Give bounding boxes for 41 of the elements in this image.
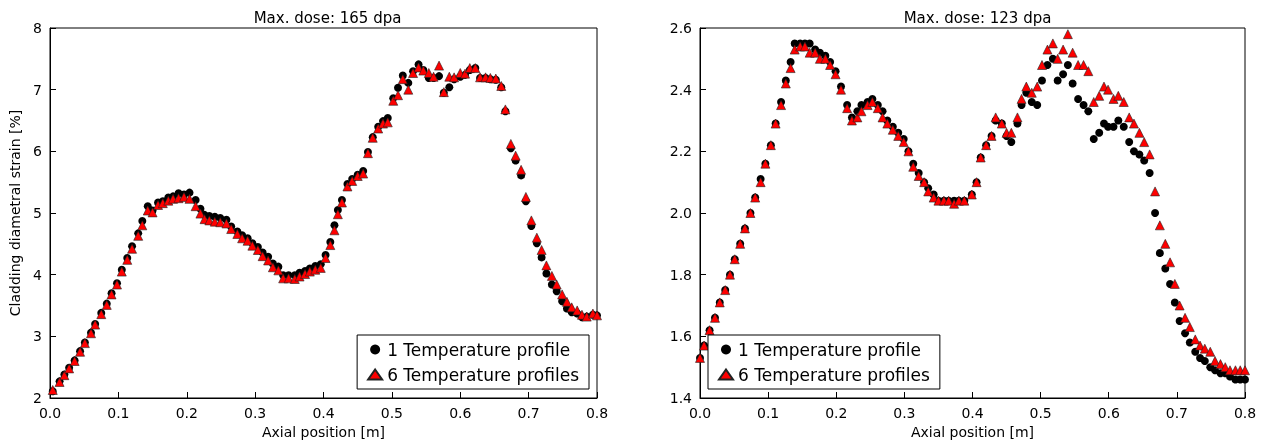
y-tick-label: 2.4 <box>669 81 693 98</box>
x-tick-label: 0.2 <box>825 405 848 421</box>
x-axis-title: Axial position [m] <box>910 423 1035 440</box>
y-tick-label: 7 <box>33 81 42 98</box>
x-tick-label: 0.4 <box>312 405 335 421</box>
y-tick-label: 2.0 <box>669 205 692 221</box>
legend-label: 6 Temperature profiles <box>738 364 931 385</box>
y-tick-label: 1.6 <box>669 328 693 345</box>
x-tick-label: 0.3 <box>243 405 267 421</box>
y-tick-label: 2.6 <box>669 20 693 36</box>
x-tick-label: 0.3 <box>893 405 916 421</box>
x-tick-label: 0.4 <box>961 405 984 421</box>
legend-label: 6 Temperature profiles <box>387 364 580 385</box>
x-tick-label: 0.1 <box>107 405 130 421</box>
chart-title: Max. dose: 165 dpa <box>253 8 402 27</box>
x-tick-label: 0.0 <box>38 405 62 421</box>
y-tick-label: 2 <box>33 390 42 406</box>
y-tick-label: 6 <box>33 143 43 160</box>
legend-label: 1 Temperature profile <box>387 339 571 360</box>
x-tick-label: 0.7 <box>1165 405 1189 421</box>
x-tick-label: 0.6 <box>1097 405 1120 421</box>
y-tick-label: 8 <box>33 20 42 36</box>
chart-title: Max. dose: 123 dpa <box>903 8 1052 27</box>
y-tick-label: 2.2 <box>669 143 692 160</box>
x-tick-label: 0.7 <box>517 405 540 421</box>
legend-label: 1 Temperature profile <box>738 339 922 360</box>
x-tick-label: 0.8 <box>1233 405 1257 421</box>
y-tick-label: 3 <box>33 328 42 345</box>
y-tick-label: 1.8 <box>669 266 692 283</box>
y-tick-label: 4 <box>33 266 43 283</box>
x-tick-label: 0.6 <box>449 405 472 421</box>
x-tick-label: 0.8 <box>585 405 609 421</box>
x-tick-label: 0.5 <box>1029 405 1052 421</box>
x-tick-label: 0.2 <box>175 405 198 421</box>
y-tick-label: 5 <box>33 205 42 221</box>
y-axis-title: Cladding diametral strain [%] <box>7 109 23 317</box>
x-tick-label: 0.5 <box>380 405 404 421</box>
x-tick-label: 0.0 <box>688 405 712 421</box>
x-tick-label: 0.1 <box>756 405 780 421</box>
y-tick-label: 1.4 <box>669 390 693 406</box>
x-axis-title: Axial position [m] <box>261 423 386 440</box>
